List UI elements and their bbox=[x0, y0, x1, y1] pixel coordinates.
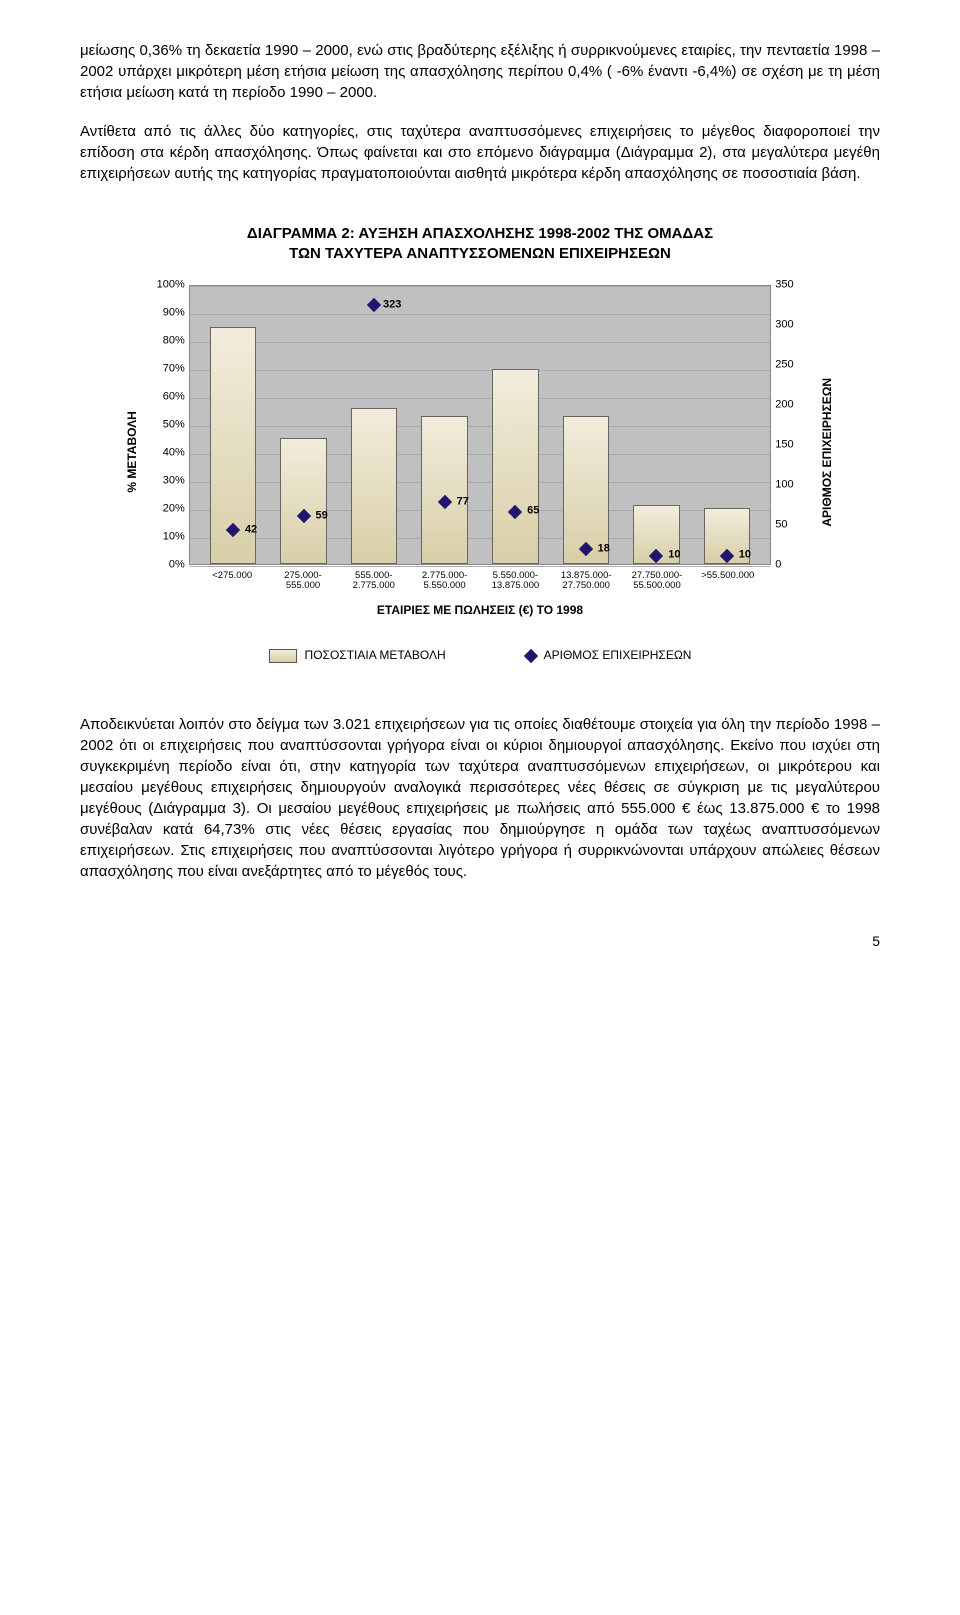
chart-legend: ΠΟΣΟΣΤΙΑΙΑ ΜΕΤΑΒΟΛΗ ΑΡΙΘΜΟΣ ΕΠΙΧΕΙΡΗΣΕΩΝ bbox=[120, 647, 840, 664]
legend-bar-icon bbox=[269, 649, 297, 663]
bar bbox=[351, 408, 398, 564]
bar-slot: 323 bbox=[339, 286, 410, 564]
ytick-right: 300 bbox=[771, 317, 815, 332]
xtick: 27.750.000- 55.500.000 bbox=[622, 571, 693, 593]
ytick-left: 90% bbox=[145, 305, 189, 320]
ytick-left: 70% bbox=[145, 361, 189, 376]
bar bbox=[421, 416, 468, 563]
marker-label: 10 bbox=[668, 548, 680, 563]
paragraph-1: μείωσης 0,36% τη δεκαετία 1990 – 2000, ε… bbox=[80, 40, 880, 103]
ytick-left: 100% bbox=[145, 277, 189, 292]
y-axis-right-label: ΑΡΙΘΜΟΣ ΕΠΙΧΕΙΡΗΣΕΩΝ bbox=[815, 285, 840, 620]
plot-area: 42 59 323 77 65 18 10 10 bbox=[189, 285, 771, 565]
xtick: 555.000- 2.775.000 bbox=[338, 571, 409, 593]
ytick-left: 80% bbox=[145, 333, 189, 348]
ytick-right: 350 bbox=[771, 277, 815, 292]
ytick-left: 10% bbox=[145, 529, 189, 544]
marker-label: 323 bbox=[383, 297, 401, 312]
bar-slot: 59 bbox=[268, 286, 339, 564]
xtick: <275.000 bbox=[197, 571, 268, 593]
ytick-right: 250 bbox=[771, 357, 815, 372]
ytick-right: 0 bbox=[771, 557, 815, 572]
y-axis-left-label: % ΜΕΤΑΒΟΛΗ bbox=[120, 285, 145, 620]
ytick-right: 50 bbox=[771, 517, 815, 532]
marker-label: 77 bbox=[457, 494, 469, 509]
bar-slot: 18 bbox=[551, 286, 622, 564]
page-number: 5 bbox=[80, 932, 880, 952]
xtick: >55.500.000 bbox=[692, 571, 763, 593]
bar-slot: 77 bbox=[409, 286, 480, 564]
ytick-left: 50% bbox=[145, 417, 189, 432]
bar-slot: 10 bbox=[621, 286, 692, 564]
diamond-marker-icon bbox=[367, 298, 381, 312]
legend-item-bars: ΠΟΣΟΣΤΙΑΙΑ ΜΕΤΑΒΟΛΗ bbox=[269, 647, 446, 664]
legend-bar-label: ΠΟΣΟΣΤΙΑΙΑ ΜΕΤΑΒΟΛΗ bbox=[305, 647, 446, 664]
xtick: 2.775.000- 5.550.000 bbox=[409, 571, 480, 593]
ytick-left: 30% bbox=[145, 473, 189, 488]
bar-slot: 10 bbox=[692, 286, 763, 564]
paragraph-2: Αντίθετα από τις άλλες δύο κατηγορίες, σ… bbox=[80, 121, 880, 184]
ytick-right: 200 bbox=[771, 397, 815, 412]
bar-slot: 65 bbox=[480, 286, 551, 564]
ytick-left: 60% bbox=[145, 389, 189, 404]
bar bbox=[492, 369, 539, 564]
marker-label: 42 bbox=[245, 522, 257, 537]
xtick: 275.000- 555.000 bbox=[268, 571, 339, 593]
ytick-left: 40% bbox=[145, 445, 189, 460]
legend-marker-label: ΑΡΙΘΜΟΣ ΕΠΙΧΕΙΡΗΣΕΩΝ bbox=[544, 647, 692, 664]
chart-title: ΔΙΑΓΡΑΜΜΑ 2: ΑΥΞΗΣΗ ΑΠΑΣΧΟΛΗΣΗΣ 1998-200… bbox=[120, 224, 840, 265]
x-axis: <275.000275.000- 555.000555.000- 2.775.0… bbox=[189, 565, 771, 593]
ytick-left: 0% bbox=[145, 557, 189, 572]
xtick: 5.550.000- 13.875.000 bbox=[480, 571, 551, 593]
marker-label: 10 bbox=[739, 548, 751, 563]
bar bbox=[280, 438, 327, 563]
legend-item-markers: ΑΡΙΘΜΟΣ ΕΠΙΧΕΙΡΗΣΕΩΝ bbox=[526, 647, 692, 664]
ytick-right: 150 bbox=[771, 437, 815, 452]
y-axis-left: 100%90%80%70%60%50%40%30%20%10%0% bbox=[145, 285, 189, 620]
chart-title-line2: ΤΩΝ ΤΑΧΥΤΕΡΑ ΑΝΑΠΤΥΣΣΟΜΕΝΩΝ ΕΠΙΧΕΙΡΗΣΕΩΝ bbox=[289, 245, 671, 262]
ytick-right: 100 bbox=[771, 477, 815, 492]
chart-title-line1: ΔΙΑΓΡΑΜΜΑ 2: ΑΥΞΗΣΗ ΑΠΑΣΧΟΛΗΣΗΣ 1998-200… bbox=[247, 225, 713, 242]
chart-2: ΔΙΑΓΡΑΜΜΑ 2: ΑΥΞΗΣΗ ΑΠΑΣΧΟΛΗΣΗΣ 1998-200… bbox=[120, 224, 840, 664]
bar-slot: 42 bbox=[198, 286, 269, 564]
ytick-left: 20% bbox=[145, 501, 189, 516]
paragraph-3: Αποδεικνύεται λοιπόν στο δείγμα των 3.02… bbox=[80, 714, 880, 882]
legend-diamond-icon bbox=[524, 648, 538, 662]
bars-row: 42 59 323 77 65 18 10 10 bbox=[190, 286, 770, 564]
x-axis-label: ΕΤΑΙΡΙΕΣ ΜΕ ΠΩΛΗΣΕΙΣ (€) ΤΟ 1998 bbox=[189, 602, 771, 619]
marker-label: 59 bbox=[315, 509, 327, 524]
y-axis-right: 350300250200150100500 bbox=[771, 285, 815, 620]
xtick: 13.875.000- 27.750.000 bbox=[551, 571, 622, 593]
marker-label: 65 bbox=[527, 504, 539, 519]
marker-label: 18 bbox=[598, 541, 610, 556]
